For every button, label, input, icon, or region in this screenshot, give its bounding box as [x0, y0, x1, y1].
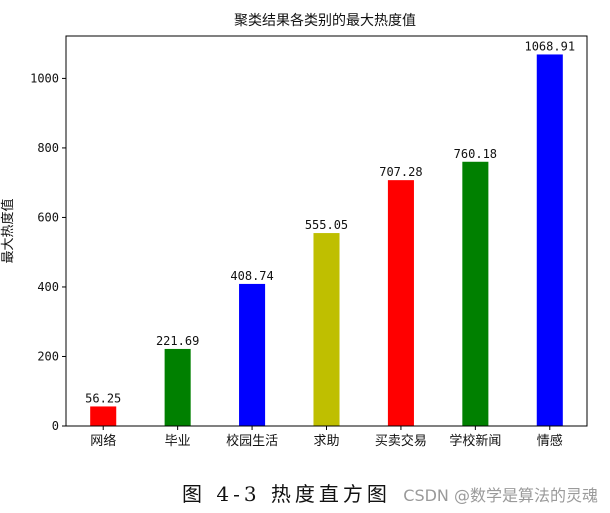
y-tick-label: 600	[37, 210, 59, 224]
x-tick-label: 毕业	[165, 434, 191, 449]
data-label: 760.18	[454, 147, 497, 161]
caption-text: 图 4-3 热度直方图	[182, 482, 391, 506]
bar	[462, 161, 489, 427]
x-tick-label: 校园生活	[226, 433, 278, 449]
bar	[164, 348, 191, 426]
bar	[313, 233, 340, 426]
data-label: 707.28	[379, 165, 422, 179]
data-label: 555.05	[305, 218, 348, 232]
y-tick-label: 200	[37, 349, 59, 363]
y-tick-label: 800	[37, 141, 59, 155]
y-tick-label: 400	[37, 280, 59, 294]
watermark: CSDN @数学是算法的灵魂	[403, 486, 598, 505]
data-label: 1068.91	[524, 39, 575, 53]
bar	[239, 283, 266, 426]
y-tick-label: 0	[52, 419, 59, 433]
x-tick-label: 买卖交易	[375, 433, 427, 449]
figure-caption: 图 4-3 热度直方图 CSDN @数学是算法的灵魂	[0, 478, 610, 508]
bar	[387, 180, 414, 426]
plot-area: 56.25 221.69 408.74 555.05 707.28 760.18 1068.…	[30, 35, 588, 449]
data-label: 56.25	[85, 391, 121, 405]
y-axis-label: 最大热度值	[0, 198, 16, 263]
data-label: 408.74	[230, 269, 273, 283]
x-tick-label: 网络	[90, 433, 116, 449]
bar-chart: 聚类结果各类别的最大热度值 最大热度值 56.25 221.69 408.74 555…	[0, 13, 588, 449]
data-label: 221.69	[156, 334, 199, 348]
x-tick-label: 情感	[537, 433, 563, 449]
x-tick-label: 学校新闻	[449, 433, 501, 449]
chart-title: 聚类结果各类别的最大热度值	[234, 13, 416, 29]
bar	[536, 54, 563, 427]
y-tick-label: 1000	[30, 71, 59, 85]
bar	[90, 406, 117, 426]
x-tick-label: 求助	[313, 434, 339, 449]
